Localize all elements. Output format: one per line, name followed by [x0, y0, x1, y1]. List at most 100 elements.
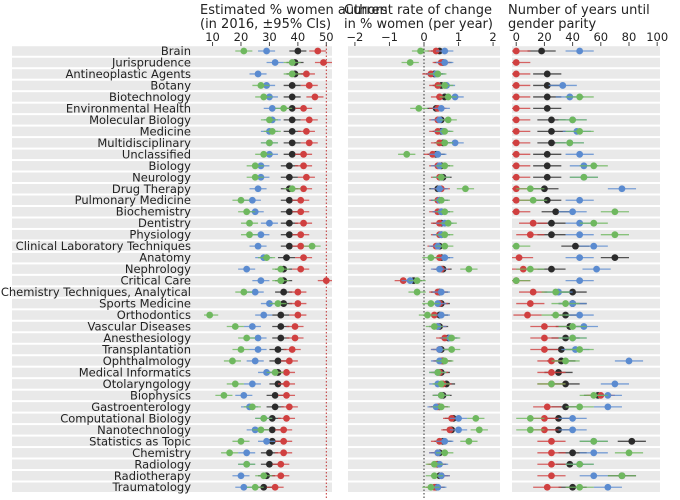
data-point [437, 311, 445, 319]
row-band [12, 149, 332, 160]
x-tick-label: 50 [319, 30, 334, 44]
data-point [237, 437, 245, 445]
category-label: Jurisprudence [111, 55, 191, 69]
data-point [251, 173, 259, 181]
data-point [285, 231, 293, 239]
x-tick-label: 20 [234, 30, 249, 44]
data-point [277, 277, 285, 284]
data-point [430, 472, 438, 480]
data-point [291, 334, 299, 342]
row-band [12, 482, 332, 492]
data-point [430, 323, 438, 330]
category-label: Critical Care [120, 274, 191, 288]
data-point [283, 254, 290, 262]
data-point [604, 403, 612, 411]
data-point [243, 265, 251, 273]
row-band [12, 333, 332, 343]
data-point [576, 277, 584, 284]
data-point [266, 460, 273, 468]
data-point [441, 127, 449, 135]
data-point [237, 196, 245, 204]
data-point [618, 472, 626, 480]
x-tick-label: 80 [622, 30, 637, 44]
data-point [569, 208, 577, 216]
data-point [288, 70, 296, 78]
data-point [260, 414, 268, 422]
data-point [283, 369, 290, 376]
x-tick-label: 2 [489, 30, 496, 44]
row-band [12, 241, 332, 251]
data-point [243, 460, 251, 468]
data-point [436, 185, 443, 193]
data-point [625, 449, 633, 457]
data-point [243, 334, 251, 342]
data-point [548, 127, 555, 135]
category-label: Biotechnology [109, 90, 191, 104]
data-point [441, 242, 449, 250]
category-label: Multidisciplinary [97, 136, 191, 150]
row-band [348, 413, 500, 424]
data-point [566, 139, 574, 147]
data-point [294, 300, 302, 307]
row-band [348, 448, 500, 458]
category-label: Dentistry [138, 216, 191, 230]
data-point [529, 219, 537, 227]
data-point [512, 162, 520, 170]
data-point [231, 380, 239, 388]
data-point [569, 323, 577, 330]
data-point [569, 449, 577, 457]
data-point [604, 483, 612, 491]
category-label: Chemistry Techniques, Analytical [1, 285, 191, 299]
data-point [448, 334, 456, 342]
x-tick-label: 0 [420, 30, 427, 44]
row-band [348, 126, 500, 137]
category-label: Radiology [134, 457, 191, 471]
data-point [271, 59, 279, 66]
data-point [437, 403, 445, 411]
data-point [280, 288, 288, 296]
data-point [441, 231, 449, 239]
data-point [260, 150, 268, 158]
panel-title: Number of years until [508, 3, 650, 18]
data-point [543, 173, 551, 181]
x-tick-label: 30 [262, 30, 277, 44]
data-point [436, 265, 443, 273]
data-point [569, 334, 577, 342]
data-point [251, 483, 259, 491]
data-point [248, 196, 256, 204]
row-band [12, 80, 332, 91]
data-point [277, 472, 285, 480]
x-tick-label: 20 [537, 30, 552, 44]
data-point [548, 265, 555, 273]
data-point [611, 231, 619, 239]
data-point [526, 185, 534, 193]
data-point [441, 449, 449, 457]
row-band [348, 206, 500, 217]
data-point [300, 185, 307, 193]
data-point [257, 231, 265, 239]
data-point [413, 288, 421, 296]
row-band [348, 459, 500, 470]
data-point [512, 105, 520, 112]
x-tick-label: 0 [513, 30, 520, 44]
data-point [512, 196, 520, 204]
category-label: Environmental Health [66, 101, 191, 115]
data-point [403, 150, 411, 158]
row-band [12, 275, 332, 286]
data-point [229, 357, 236, 365]
data-point [254, 334, 262, 342]
data-point [590, 162, 598, 170]
row-band [348, 172, 500, 183]
data-point [512, 277, 520, 284]
data-point [288, 116, 296, 124]
data-point [512, 93, 520, 101]
row-band [12, 138, 332, 148]
row-band [12, 287, 332, 297]
row-band [12, 459, 332, 470]
data-point [512, 150, 520, 158]
data-point [288, 59, 296, 66]
data-point [475, 426, 483, 434]
